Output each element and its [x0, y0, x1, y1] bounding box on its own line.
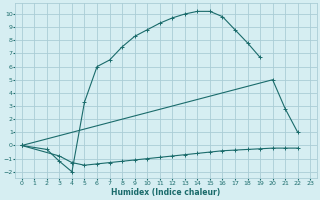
X-axis label: Humidex (Indice chaleur): Humidex (Indice chaleur)	[111, 188, 220, 197]
